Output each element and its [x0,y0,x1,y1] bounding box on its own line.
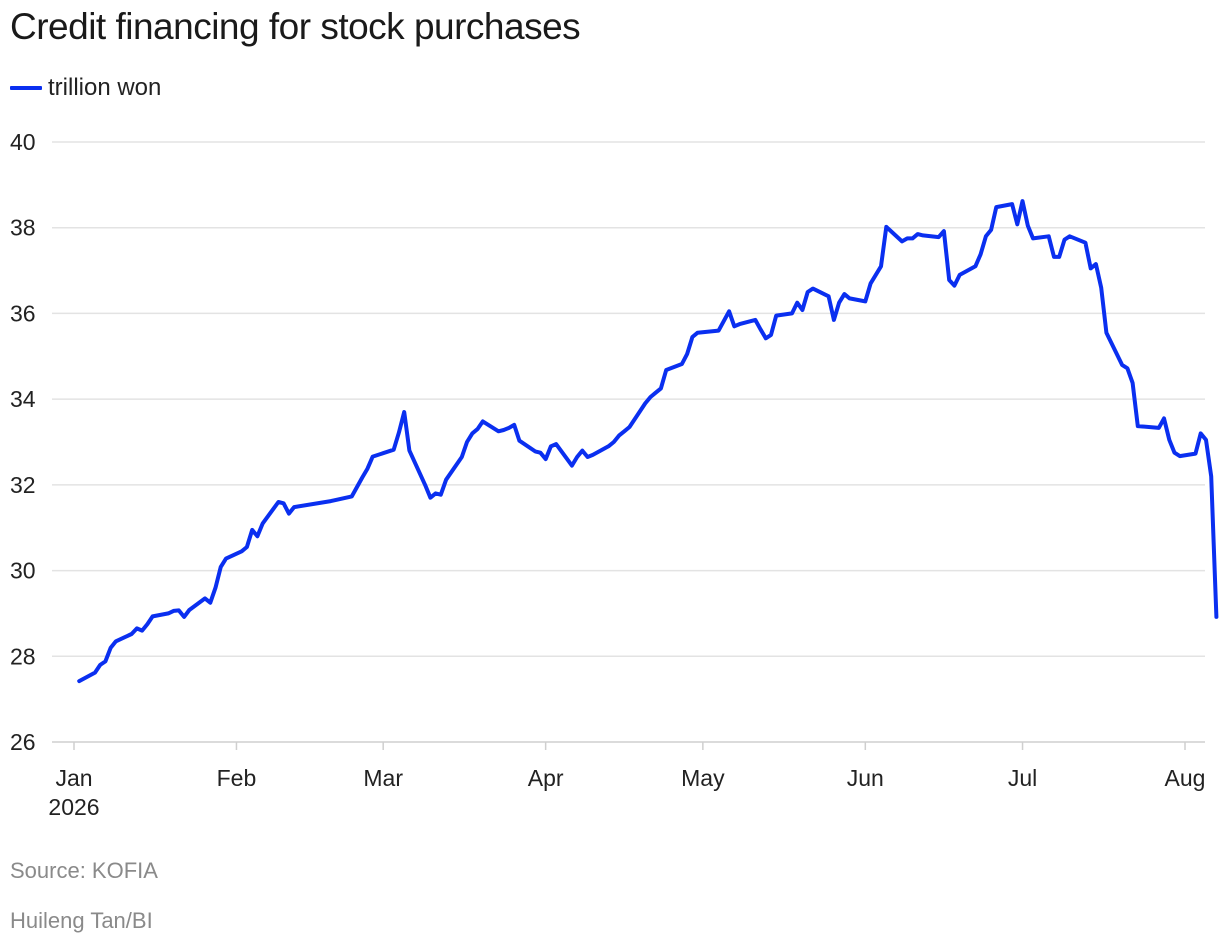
legend: trillion won [10,74,161,102]
x-tick-label: Jan [55,765,92,791]
x-tick-label: Aug [1165,765,1206,791]
legend-swatch [10,86,42,90]
x-tick-label: Feb [217,765,257,791]
x-axis-ticks: Jan 2026 Feb Mar Apr May Jun Jul Aug [48,742,1205,820]
x-tick-label: May [681,765,725,791]
y-tick-label: 26 [10,729,36,755]
y-tick-label: 30 [10,558,36,584]
y-tick-label: 28 [10,643,36,669]
x-tick-label: Jun [847,765,884,791]
y-tick-label: 40 [10,129,36,155]
chart-title: Credit financing for stock purchases [10,6,581,47]
legend-label: trillion won [48,74,162,101]
x-tick-label: Jul [1008,765,1037,791]
y-tick-label: 38 [10,215,36,241]
x-tick-label: Apr [528,765,564,791]
credit-note: Huileng Tan/BI [10,908,153,933]
y-tick-label: 32 [10,472,36,498]
x-tick-label: Mar [363,765,403,791]
gridlines [52,141,1205,743]
series-line-trillion-won [77,199,1219,684]
source-note: Source: KOFIA [10,858,158,883]
y-tick-label: 36 [10,300,36,326]
y-axis-ticks: 26 28 30 32 34 36 38 40 [10,129,36,755]
y-tick-label: 34 [10,386,36,412]
x-tick-sublabel: 2026 [48,794,99,820]
